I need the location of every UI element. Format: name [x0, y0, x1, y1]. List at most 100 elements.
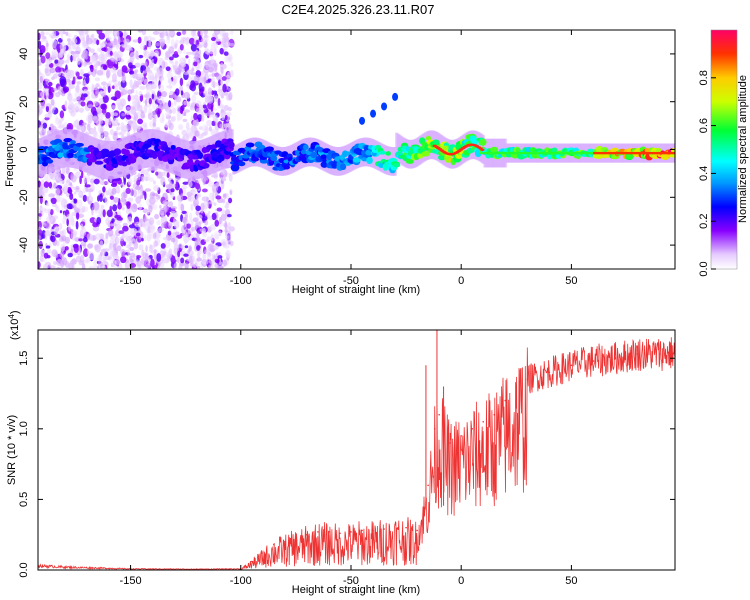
noise-blob	[197, 249, 201, 259]
noise-blob	[206, 35, 209, 43]
noise-blob	[107, 228, 114, 237]
noise-blob	[217, 97, 221, 107]
noise-blob	[146, 229, 150, 234]
noise-blob	[194, 52, 200, 60]
noise-blob	[196, 100, 202, 107]
noise-blob	[214, 258, 220, 264]
noise-blob	[168, 78, 173, 85]
noise-blob	[222, 83, 227, 93]
noise-blob	[193, 61, 198, 67]
noise-blob	[143, 78, 148, 86]
noise-blob	[48, 126, 52, 131]
noise-blob	[210, 78, 214, 88]
noise-blob	[195, 205, 201, 212]
noise-blob	[38, 111, 41, 116]
noise-blob	[121, 113, 126, 117]
noise-blob	[204, 213, 209, 217]
noise-blob	[138, 90, 143, 97]
noise-blob	[86, 91, 91, 96]
noise-blob	[133, 80, 137, 88]
noise-blob	[188, 245, 192, 252]
noise-blob	[204, 95, 212, 103]
band-blob	[270, 155, 278, 162]
noise-blob	[171, 259, 177, 263]
band-blob	[345, 151, 351, 156]
noise-blob	[66, 217, 70, 227]
noise-blob	[85, 75, 90, 84]
noise-blob	[182, 49, 186, 55]
noise-blob	[93, 178, 100, 185]
snr-ytick-label: 1.5	[18, 351, 30, 366]
noise-blob	[87, 114, 93, 124]
noise-blob	[79, 254, 85, 264]
noise-blob	[220, 108, 224, 113]
band-blob	[105, 165, 114, 171]
noise-blob	[100, 103, 107, 110]
noise-blob	[97, 261, 103, 267]
noise-blob	[149, 196, 156, 205]
noise-blob	[81, 205, 86, 213]
band-blob	[303, 144, 309, 151]
band-blob	[322, 158, 328, 164]
noise-blob	[132, 100, 137, 106]
noise-blob	[83, 89, 88, 93]
noise-blob	[148, 97, 152, 105]
noise-blob	[105, 118, 108, 128]
noise-blob	[166, 85, 173, 89]
branch-blob	[392, 92, 399, 101]
noise-blob	[81, 79, 87, 87]
noise-blob	[152, 30, 160, 36]
noise-blob	[84, 184, 92, 188]
noise-blob	[112, 204, 118, 212]
noise-blob	[77, 98, 82, 105]
noise-blob	[190, 203, 194, 212]
noise-blob	[93, 259, 98, 269]
noise-blob	[86, 36, 89, 45]
noise-blob	[180, 257, 185, 264]
noise-blob	[121, 198, 126, 207]
noise-blob	[181, 129, 188, 136]
band-blob	[644, 147, 650, 153]
noise-blob	[107, 37, 110, 41]
noise-blob	[194, 130, 200, 137]
noise-blob	[138, 264, 142, 269]
noise-blob	[86, 188, 94, 193]
noise-blob	[175, 88, 180, 96]
noise-blob	[180, 90, 184, 96]
noise-blob	[168, 122, 174, 131]
noise-blob	[135, 185, 141, 191]
noise-blob	[96, 105, 102, 115]
noise-blob	[56, 240, 60, 247]
noise-blob	[125, 208, 133, 215]
noise-blob	[127, 177, 133, 186]
noise-blob	[150, 89, 156, 94]
band-blob	[530, 147, 537, 153]
noise-blob	[96, 216, 102, 225]
snr-point	[471, 428, 474, 430]
noise-blob	[71, 264, 75, 269]
noise-blob	[144, 188, 152, 192]
snr-multiplier: (x104)	[7, 310, 21, 340]
noise-blob	[210, 42, 215, 51]
noise-blob	[75, 255, 82, 263]
noise-blob	[166, 72, 173, 79]
noise-blob	[52, 215, 59, 220]
noise-blob	[192, 106, 195, 111]
noise-blob	[82, 194, 87, 202]
noise-blob	[56, 51, 61, 60]
noise-blob	[164, 105, 170, 112]
noise-blob	[196, 245, 201, 251]
noise-blob	[119, 32, 123, 38]
noise-blob	[134, 62, 141, 68]
noise-blob	[69, 259, 77, 266]
noise-blob	[165, 66, 171, 72]
noise-blob	[143, 49, 147, 56]
noise-blob	[68, 223, 71, 232]
noise-blob	[183, 91, 190, 99]
noise-blob	[228, 42, 235, 47]
snr-point	[433, 428, 436, 430]
noise-blob	[58, 30, 66, 35]
noise-blob	[102, 130, 109, 137]
noise-blob	[83, 175, 88, 184]
